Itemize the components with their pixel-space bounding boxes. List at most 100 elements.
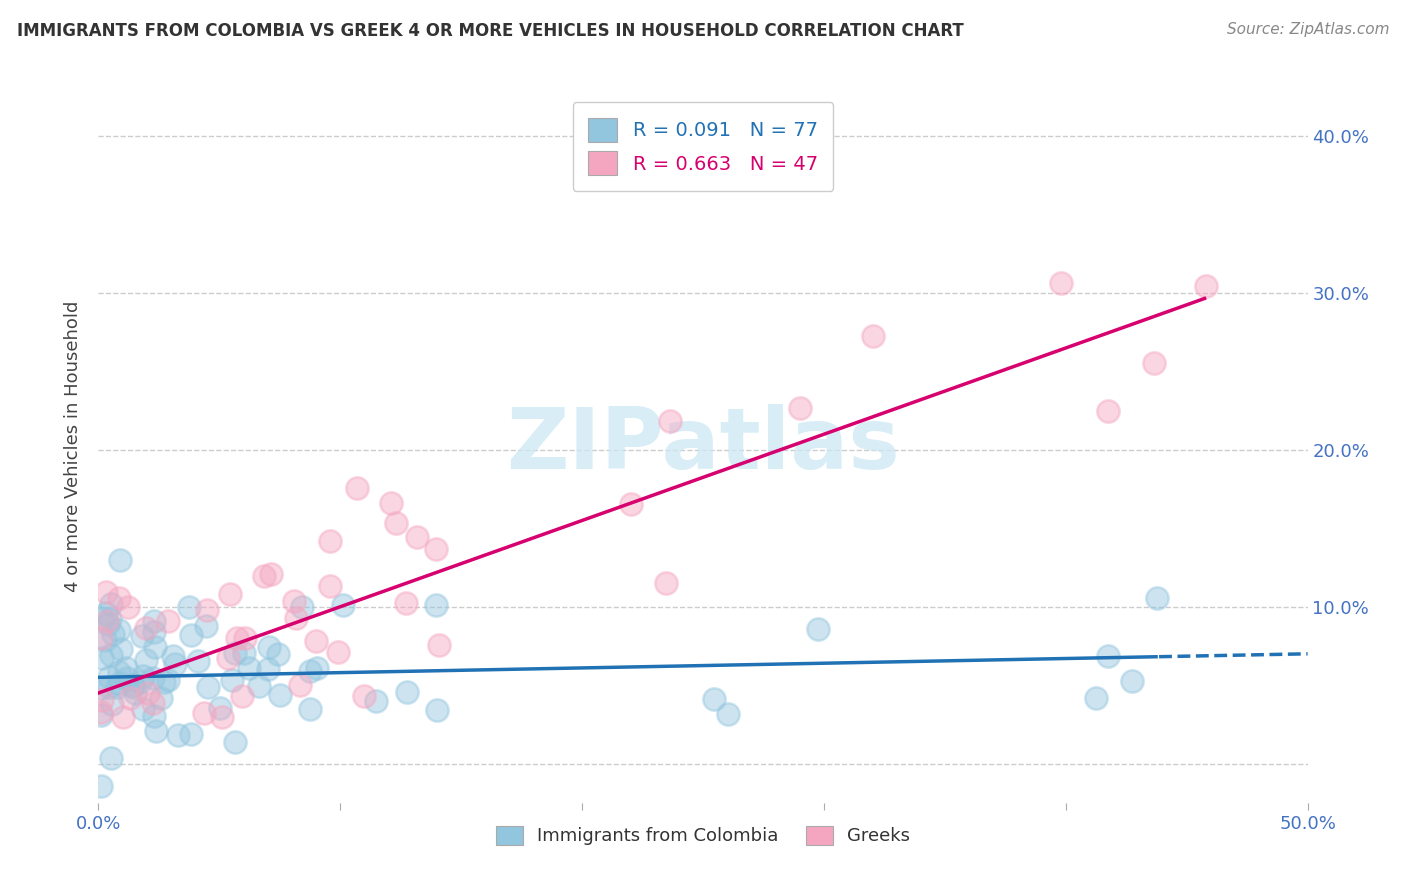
Point [91,651,114,665]
Point [93,632,115,647]
Point [136,686,159,700]
Point [353,689,375,703]
Point [117,600,139,615]
Point [118,691,141,706]
Point [385,516,408,530]
Point [111,709,134,723]
Point [108,623,131,637]
Point [97,670,120,684]
Point [121,680,143,694]
Point [110,676,132,690]
Point [257,640,280,654]
Text: IMMIGRANTS FROM COLOMBIA VS GREEK 4 OR MORE VEHICLES IN HOUSEHOLD CORRELATION CH: IMMIGRANTS FROM COLOMBIA VS GREEK 4 OR M… [17,22,963,40]
Point [131,629,153,643]
Point [90,779,112,793]
Point [110,552,132,566]
Point [238,661,260,675]
Point [620,497,643,511]
Point [128,674,150,689]
Point [195,618,218,632]
Point [162,648,184,663]
Point [806,622,828,636]
Point [658,414,681,428]
Point [157,614,180,628]
Point [142,696,165,710]
Legend: Immigrants from Colombia, Greeks: Immigrants from Colombia, Greeks [486,816,920,855]
Point [142,671,165,685]
Point [122,678,145,692]
Point [193,706,215,721]
Point [105,680,128,694]
Point [115,671,138,685]
Point [326,645,349,659]
Point [425,599,447,613]
Point [1195,279,1218,293]
Point [100,648,122,662]
Point [217,650,239,665]
Point [260,567,283,582]
Point [427,638,450,652]
Point [96,607,118,621]
Point [380,496,402,510]
Point [177,599,200,614]
Point [1146,591,1168,605]
Point [224,734,246,748]
Point [232,646,254,660]
Point [655,576,678,591]
Point [284,611,307,625]
Point [405,530,427,544]
Point [90,708,112,723]
Point [143,640,166,654]
Point [283,594,305,608]
Point [135,621,157,635]
Point [1085,691,1108,706]
Point [167,728,190,742]
Point [180,628,202,642]
Point [224,646,246,660]
Point [862,329,884,343]
Point [703,691,725,706]
Point [107,591,129,606]
Point [319,534,342,549]
Point [789,401,811,416]
Point [96,616,118,631]
Point [425,541,447,556]
Point [218,587,240,601]
Point [124,685,146,699]
Point [101,697,124,711]
Point [291,600,314,615]
Point [157,673,180,687]
Point [195,603,218,617]
Point [319,579,342,593]
Point [90,706,112,720]
Point [1097,403,1119,417]
Point [1121,674,1143,689]
Point [253,568,276,582]
Point [395,596,418,610]
Point [100,597,122,611]
Point [298,702,321,716]
Point [96,614,118,628]
Point [1097,649,1119,664]
Point [1143,356,1166,370]
Point [267,647,290,661]
Point [208,700,231,714]
Point [90,631,112,645]
Text: ZIPatlas: ZIPatlas [506,404,900,488]
Point [366,694,388,708]
Point [101,627,124,641]
Point [717,706,740,721]
Point [221,673,243,687]
Point [1050,277,1073,291]
Point [142,614,165,628]
Point [145,724,167,739]
Point [269,688,291,702]
Point [100,751,122,765]
Point [247,680,270,694]
Point [150,690,173,705]
Point [305,633,328,648]
Point [135,652,157,666]
Point [91,693,114,707]
Point [426,703,449,717]
Point [197,681,219,695]
